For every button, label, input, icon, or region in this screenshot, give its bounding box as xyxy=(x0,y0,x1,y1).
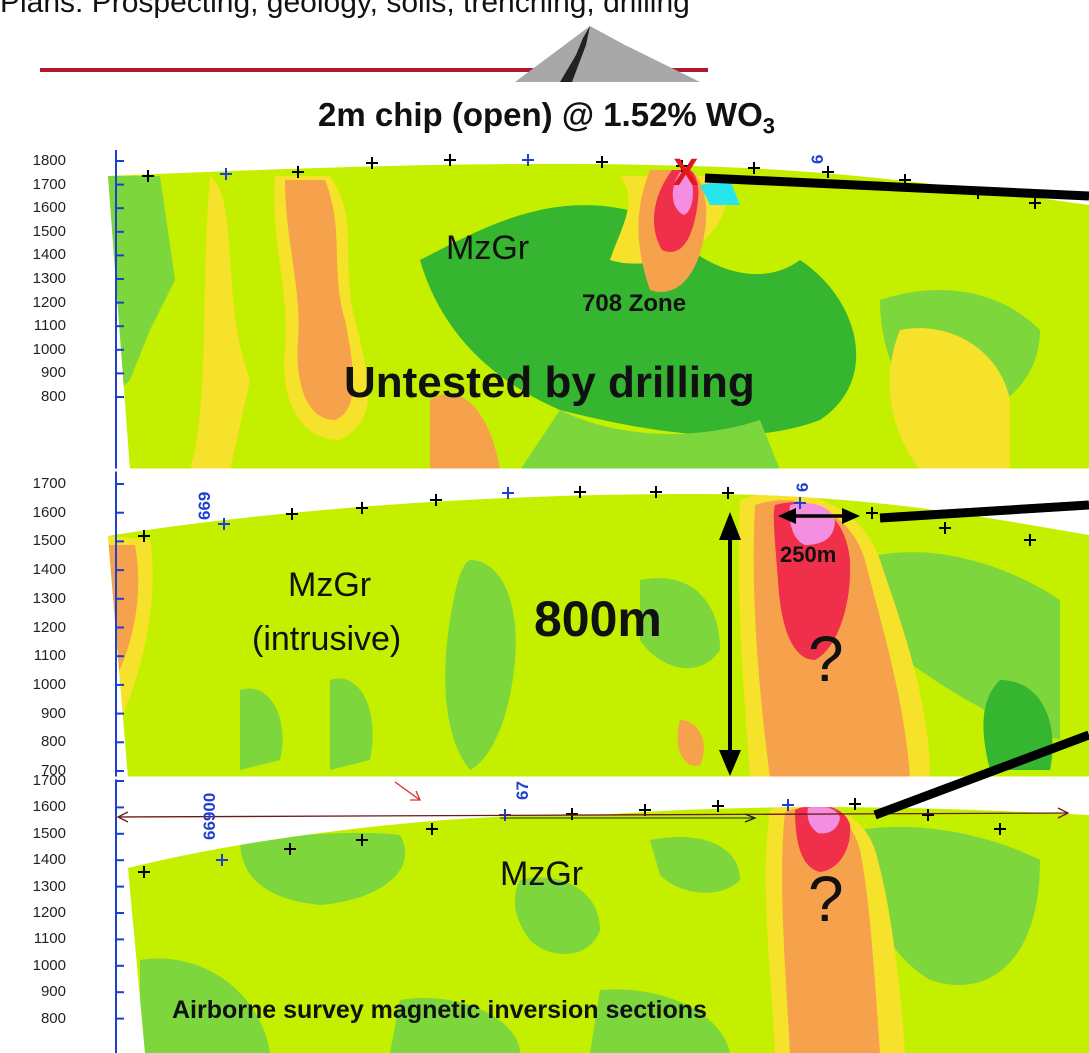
section-2-unit-label: MzGr xyxy=(288,566,372,604)
depth-extent-label: 800m xyxy=(534,591,662,647)
s1-line-id-right: 6 xyxy=(808,155,827,164)
section-2-inversion xyxy=(108,494,1089,778)
axis-tick-label: 900 xyxy=(40,364,66,382)
station-cross xyxy=(822,166,834,178)
section-2-question-mark: ? xyxy=(808,623,844,695)
station-cross xyxy=(216,854,228,866)
station-cross xyxy=(356,834,368,846)
axis-tick-label: 1000 xyxy=(32,340,66,358)
axis-tick-label: 1500 xyxy=(32,532,66,550)
untested-label: Untested by drilling xyxy=(344,358,755,407)
axis-tick-label: 1700 xyxy=(32,772,66,789)
chip-marker: X xyxy=(673,152,699,194)
width-extent-label: 250m xyxy=(780,542,837,567)
section-3-profile-arrow xyxy=(116,781,1070,823)
depth-arrow xyxy=(719,512,741,776)
station-cross xyxy=(356,502,368,514)
station-markers xyxy=(138,154,1041,878)
station-cross xyxy=(444,154,456,166)
axis-tick-label: 1100 xyxy=(33,317,66,335)
axis-tick-label: 1300 xyxy=(32,589,66,607)
width-arrow xyxy=(778,508,860,524)
station-cross xyxy=(639,804,651,816)
axis-tick-label: 700 xyxy=(40,762,66,779)
leader-line-3 xyxy=(873,730,1089,820)
station-cross xyxy=(922,809,934,821)
station-cross xyxy=(142,170,154,182)
section-3-unit-label: MzGr xyxy=(500,855,584,893)
station-cross xyxy=(1024,534,1036,546)
header-rule xyxy=(40,68,708,72)
axis-tick-label: 1400 xyxy=(32,561,66,579)
station-cross xyxy=(722,487,734,499)
station-cross xyxy=(849,798,861,810)
axis-tick-label: 1400 xyxy=(32,246,66,264)
axis-tick-label: 900 xyxy=(40,983,66,1001)
axis-tick-label: 1500 xyxy=(32,222,66,240)
station-cross xyxy=(284,843,296,855)
section-1-inversion xyxy=(108,163,1089,470)
axis-tick-label: 1000 xyxy=(32,675,66,693)
axis-tick-label: 800 xyxy=(40,1009,66,1027)
station-cross xyxy=(794,497,806,509)
station-cross xyxy=(218,518,230,530)
s3-line-id-left: 66900 xyxy=(200,793,219,840)
axis-tick-label: 1800 xyxy=(32,152,66,169)
axis-tick-label: 900 xyxy=(40,704,66,722)
axis-tick-label: 1600 xyxy=(32,199,66,217)
axis-tick-label: 1000 xyxy=(32,956,66,974)
leader-line-1 xyxy=(704,173,1089,201)
axis-tick-label: 800 xyxy=(40,388,66,405)
zone-label: 708 Zone xyxy=(582,290,687,317)
station-cross xyxy=(596,156,608,168)
s2-line-id: 669 xyxy=(195,492,214,520)
axis-tick-label: 1400 xyxy=(32,851,66,869)
footer-caption: Airborne survey magnetic inversion secti… xyxy=(172,996,707,1024)
station-cross xyxy=(292,166,304,178)
leader-line-2 xyxy=(879,500,1089,523)
station-cross xyxy=(574,486,586,498)
axis-tick-label: 1300 xyxy=(32,877,66,895)
station-cross xyxy=(866,507,878,519)
station-cross xyxy=(650,486,662,498)
station-cross xyxy=(748,162,760,174)
station-cross xyxy=(426,823,438,835)
section-1-unit-label: MzGr xyxy=(446,229,530,267)
mountain-logo-icon xyxy=(515,26,700,82)
axis-tick-label: 1100 xyxy=(33,647,66,665)
station-cross xyxy=(366,157,378,169)
station-cross xyxy=(430,494,442,506)
chip-result-label: 2m chip (open) @ 1.52% WO3 xyxy=(318,96,775,139)
section-3-question-mark: ? xyxy=(808,863,844,935)
station-cross xyxy=(138,530,150,542)
station-cross xyxy=(782,799,794,811)
axis-tick-label: 1100 xyxy=(33,930,66,948)
axis-tick-label: 1200 xyxy=(32,618,66,636)
s3-line-id-mid: 67 xyxy=(513,781,532,800)
station-cross xyxy=(994,823,1006,835)
axis-tick-label: 1700 xyxy=(32,175,66,193)
station-cross xyxy=(522,154,534,166)
section-2-unit-note: (intrusive) xyxy=(252,620,402,658)
axis-tick-label: 1600 xyxy=(32,503,66,521)
axis-tick-label: 1700 xyxy=(32,475,66,492)
axis-tick-label: 1600 xyxy=(32,798,66,816)
station-cross xyxy=(138,866,150,878)
station-cross xyxy=(286,508,298,520)
slide-title: Plans: Prospecting, geology, soils, tren… xyxy=(0,0,690,19)
station-cross xyxy=(502,487,514,499)
s2-line-id-right: 6 xyxy=(793,483,812,492)
station-cross xyxy=(220,168,232,180)
station-cross xyxy=(712,800,724,812)
station-cross xyxy=(1029,197,1041,209)
axis-tick-label: 1300 xyxy=(32,270,66,287)
station-cross xyxy=(676,160,688,172)
axis-tick-label: 1200 xyxy=(32,904,66,921)
station-cross xyxy=(939,522,951,534)
axis-tick-label: 1200 xyxy=(32,293,66,311)
axis-tick-label: 800 xyxy=(40,733,66,751)
axis-tick-label: 1500 xyxy=(32,824,66,842)
